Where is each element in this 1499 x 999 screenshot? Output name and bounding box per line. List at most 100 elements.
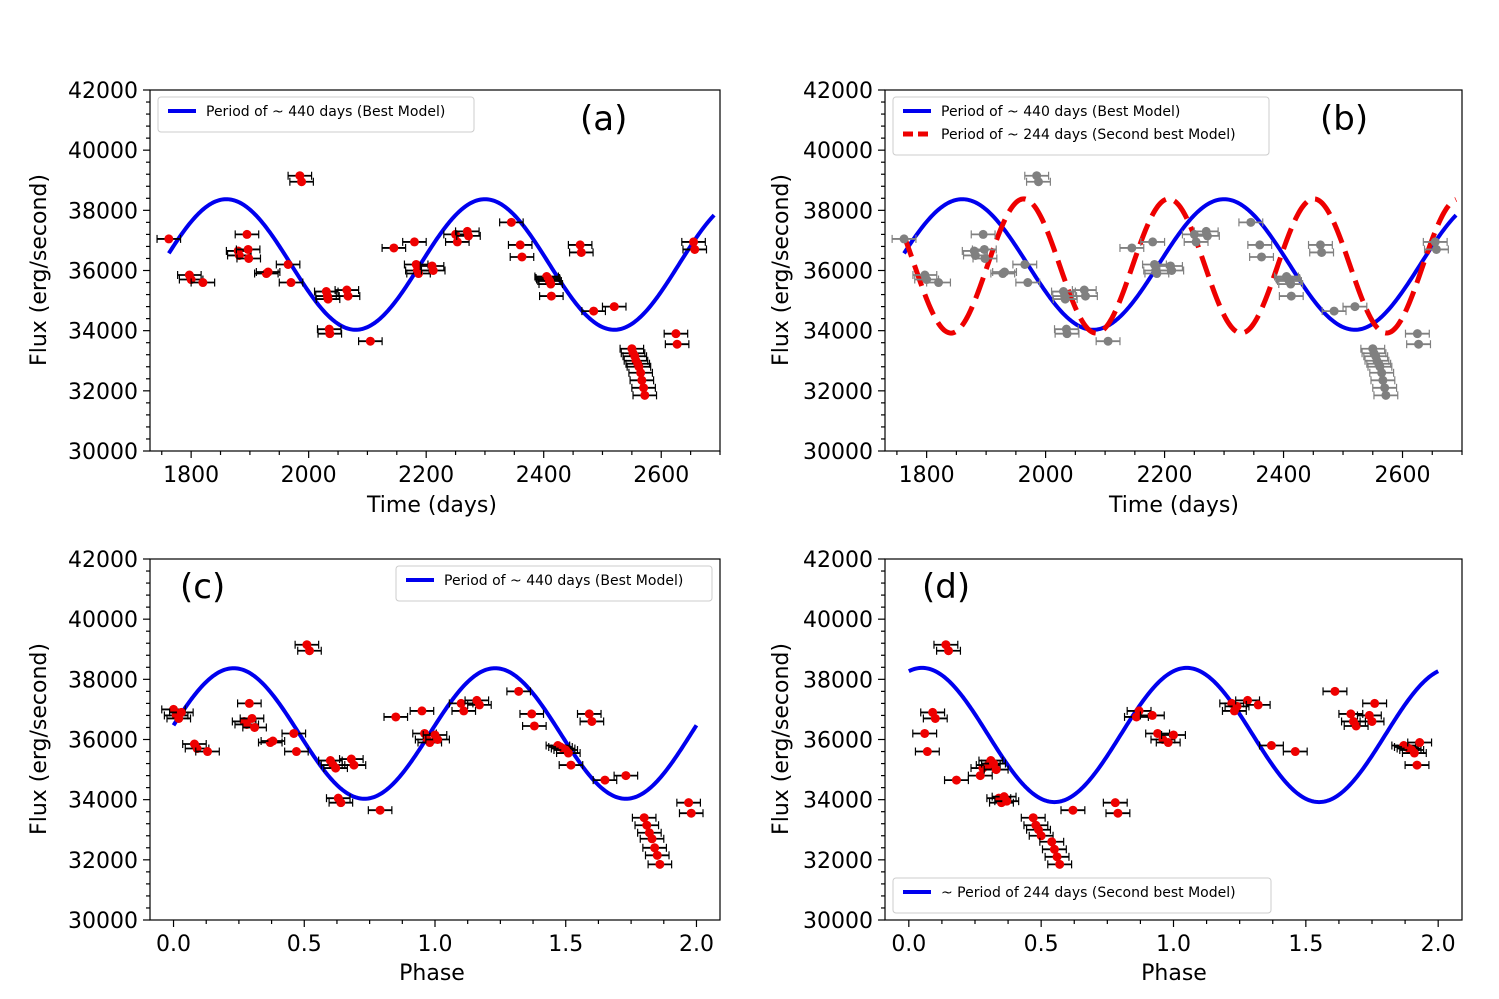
panel-d-ytick-label: 38000 [803,668,873,693]
panel-a-data-point [637,375,647,385]
panel-a-data-point [409,237,419,247]
panel-b-ylabel: Flux (erg/second) [769,174,794,366]
panel-b-legend: Period of ~ 440 days (Best Model) Period … [892,96,1270,156]
panel-b-data-point [1431,244,1441,254]
panel-a-data-point [636,368,646,378]
panel-a-data-point [323,294,333,304]
panel-a-ytick-label: 32000 [68,380,138,405]
panel-d-xtick-label: 2.0 [1421,932,1456,957]
panel-d-data-point [975,771,985,781]
panel-c-ytick-label: 30000 [68,909,138,934]
panel-b-data-point [1380,383,1390,393]
panel-c-ytick-label: 42000 [68,548,138,573]
panel-a-legend-label: Period of ~ 440 days (Best Model) [206,104,445,120]
panel-a-xtick-label: 2400 [516,463,572,488]
panel-a-legend: Period of ~ 440 days (Best Model) [157,96,475,133]
panel-c-data-point [391,712,401,722]
panel-c-legend-label: Period of ~ 440 days (Best Model) [444,573,683,589]
panel-c-data-point [474,700,484,710]
panel-c-data-point [563,748,573,758]
panel-d-data-point [1113,808,1123,818]
panel-b-data-point [899,234,909,244]
panel-c-data-point [527,709,537,719]
panel-a-data-point [609,302,619,312]
panel-b-xtick-label: 2400 [1256,463,1312,488]
panel-b-data-point [1377,368,1387,378]
panel-a-data-point [639,383,649,393]
panel-a-data-point [365,336,375,346]
panel-d-data-point [1243,695,1253,705]
panel-b-data-point [979,244,989,254]
panel-b-model-line-0 [902,197,1458,332]
panel-b-data-point [1430,237,1440,247]
panel-d-xtick-label: 0.5 [1024,932,1059,957]
panel-d-ytick-label: 40000 [803,608,873,633]
panel-a-xtick-label: 2600 [633,463,689,488]
panel-c-ytick-label: 38000 [68,668,138,693]
panel-b-data-point [1060,294,1070,304]
panel-c-data-point [587,716,597,726]
panel-b-xtick-label: 1800 [899,463,955,488]
panel-d-data-point [1068,805,1078,815]
panel-a-data-point [546,279,556,289]
panel-c-legend: Period of ~ 440 days (Best Model) [395,565,713,602]
panel-b-xtick-label: 2600 [1375,463,1431,488]
panel-c-ytick-label: 32000 [68,849,138,874]
panel-b-data-point [1412,329,1422,339]
panel-d-legend-label: ~ Period of 244 days (Second best Model) [941,885,1236,901]
panel-c-data-point [686,808,696,818]
panel-d-data-point [1110,798,1120,808]
panel-c-xtick-label: 1.0 [418,932,453,957]
panel-d-data-point [1055,859,1065,869]
panel-c-data-point [529,721,539,731]
panel-b-data-point [1257,252,1267,262]
panel-c-data-point [291,747,301,757]
panel-b-data-point [1000,267,1010,277]
panel-a-tag: (a) [580,99,627,139]
panel-a-data-point [452,237,462,247]
panel-a-data-point [515,240,525,250]
panel-b-xlabel: Time (days) [1108,493,1239,518]
panel-b-data-point [1381,390,1391,400]
panel-b-data-point [1255,240,1265,250]
panel-a-ytick-label: 42000 [68,79,138,104]
panel-d-data-point [1415,738,1425,748]
panel-c-data-point [433,735,443,744]
panel-a-data-point [414,269,424,279]
panel-a-data-point [389,243,399,253]
panel-d-data-point [1412,760,1422,770]
panel-b-data-point [1350,302,1360,312]
panel-a-data-point [640,390,650,400]
panel-c-xlabel: Phase [399,961,465,986]
panel-b-xtick-label: 2200 [1137,463,1193,488]
panel-a-ylabel: Flux (erg/second) [27,174,52,366]
panel-c-plot-area [161,640,704,869]
panel-d-legend: ~ Period of 244 days (Second best Model) [892,877,1272,914]
panel-a-data-point [463,231,473,241]
panel-d-data-point [1290,747,1300,757]
panel-a-xlabel: Time (days) [366,493,497,518]
panel-b-data-point [1127,243,1137,253]
panel-a-legend-box [157,96,475,133]
panel-a-data-point [589,306,599,316]
panel-a-data-point [244,253,254,263]
panel-b-legend-label: Period of ~ 440 days (Best Model) [941,104,1180,120]
panel-c-xtick-label: 0.5 [287,932,322,957]
panel-c-xtick-label: 1.5 [548,932,583,957]
panel-a-data-point [690,244,700,254]
panel-c-data-point [639,813,649,823]
panel-c-data-point [584,709,594,719]
panel-a: (a) Time (days) Flux (erg/second) 30000 3… [27,79,721,518]
panel-d-data-point [1346,709,1356,719]
panel-d-data-point [1169,730,1178,740]
panel-a-data-point [325,329,335,339]
panel-c-data-point [514,686,524,696]
panel-c-xtick-label: 0.0 [156,932,191,957]
panel-b-plot-area [891,171,1458,400]
panel-b-data-point [934,278,944,288]
panel-a-ytick-label: 30000 [68,440,138,465]
panel-d-plot-area [907,640,1440,869]
panel-c-ytick-label: 36000 [68,729,138,754]
panel-c-data-point [642,820,652,830]
panel-d-data-point [1232,701,1242,711]
